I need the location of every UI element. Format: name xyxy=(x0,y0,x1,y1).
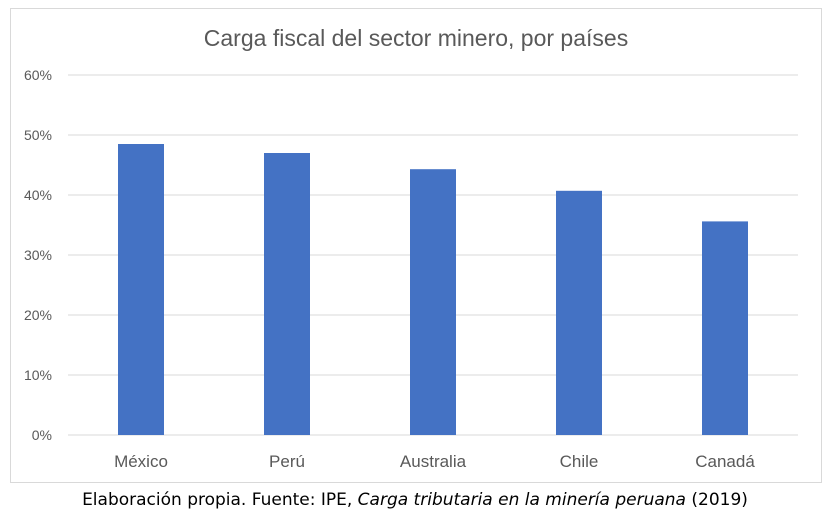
y-tick-label: 10% xyxy=(24,367,52,383)
y-tick-label: 30% xyxy=(24,247,52,263)
caption-prefix: Elaboración propia. Fuente: IPE, xyxy=(82,490,358,510)
y-tick-label: 50% xyxy=(24,127,52,143)
caption-suffix: (2019) xyxy=(685,490,748,510)
figure-caption: Elaboración propia. Fuente: IPE, Carga t… xyxy=(0,490,830,510)
x-tick-label: Chile xyxy=(560,452,599,471)
x-tick-label: México xyxy=(114,452,168,471)
bar-australia xyxy=(410,169,456,435)
bars xyxy=(118,144,748,435)
bar-chart: 0% 10% 20% 30% 40% 50% 60% México Perú Australia… xyxy=(24,67,798,471)
y-tick-label: 60% xyxy=(24,67,52,83)
chart-title: Carga fiscal del sector minero, por país… xyxy=(203,25,629,51)
y-tick-label: 40% xyxy=(24,187,52,203)
bar-méxico xyxy=(118,144,164,435)
x-tick-label: Canadá xyxy=(695,452,755,471)
bar-chile xyxy=(556,190,602,435)
caption-title: Carga tributaria en la minería peruana xyxy=(357,490,686,510)
y-tick-label: 20% xyxy=(24,307,52,323)
y-tick-label: 0% xyxy=(32,427,52,443)
bar-perú xyxy=(264,153,310,435)
x-axis-ticks: México Perú Australia Chile Canadá xyxy=(114,452,755,471)
x-tick-label: Perú xyxy=(269,452,305,471)
x-tick-label: Australia xyxy=(400,452,467,471)
bar-canadá xyxy=(702,221,748,435)
y-axis-ticks: 0% 10% 20% 30% 40% 50% 60% xyxy=(24,67,52,443)
